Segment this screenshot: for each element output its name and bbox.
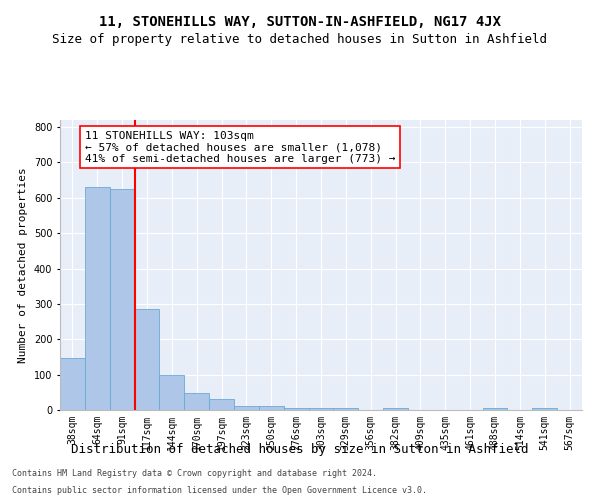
Text: Distribution of detached houses by size in Sutton in Ashfield: Distribution of detached houses by size … [71,442,529,456]
Bar [160,374,184,410]
Bar [209,400,234,410]
Bar [308,408,334,410]
Text: 11, STONEHILLS WAY, SUTTON-IN-ASHFIELD, NG17 4JX: 11, STONEHILLS WAY, SUTTON-IN-ASHFIELD, … [99,15,501,29]
Bar [383,408,408,410]
Text: Contains public sector information licensed under the Open Government Licence v3: Contains public sector information licen… [12,486,427,495]
Bar [85,187,110,410]
Bar [134,309,160,410]
Bar [284,408,308,410]
Text: 11 STONEHILLS WAY: 103sqm
← 57% of detached houses are smaller (1,078)
41% of se: 11 STONEHILLS WAY: 103sqm ← 57% of detac… [85,130,395,164]
Bar [482,408,508,410]
Text: Contains HM Land Registry data © Crown copyright and database right 2024.: Contains HM Land Registry data © Crown c… [12,468,377,477]
Y-axis label: Number of detached properties: Number of detached properties [19,167,28,363]
Bar [60,358,85,410]
Bar [259,406,284,410]
Bar [234,406,259,410]
Bar [334,408,358,410]
Text: Size of property relative to detached houses in Sutton in Ashfield: Size of property relative to detached ho… [53,32,548,46]
Bar [110,189,134,410]
Bar [532,408,557,410]
Bar [184,393,209,410]
